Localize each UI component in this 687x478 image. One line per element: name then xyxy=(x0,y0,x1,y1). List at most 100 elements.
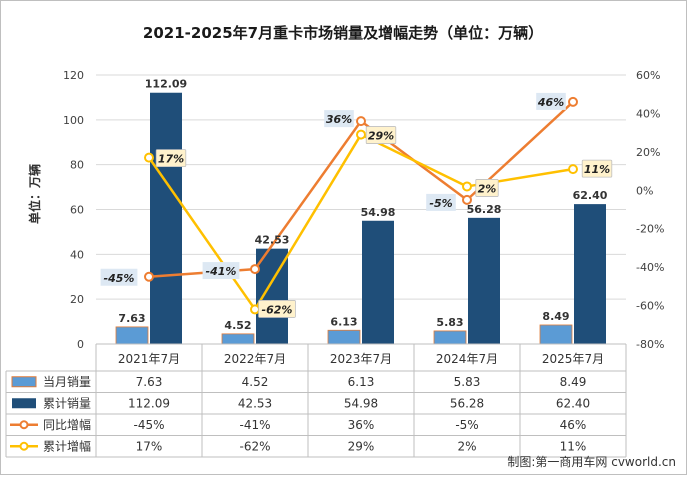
line-data-label: -5% xyxy=(429,197,452,210)
y2-tick-label: -40% xyxy=(636,261,664,274)
bar-cumulative-sales xyxy=(362,220,394,344)
data-label-box xyxy=(365,126,397,144)
line-point xyxy=(568,164,578,175)
y2-tick-label: -20% xyxy=(636,223,664,236)
table-cell: 5.83 xyxy=(454,375,481,389)
legend-swatch xyxy=(11,376,37,388)
bar-label-monthly: 5.83 xyxy=(436,316,463,329)
bar-monthly-sales xyxy=(115,326,149,345)
data-label-box xyxy=(426,193,456,211)
line-data-label: 17% xyxy=(158,153,184,166)
bar-cumulative-sales xyxy=(468,217,500,344)
line-data-label: 2% xyxy=(478,182,497,195)
y2-tick-label: -60% xyxy=(636,300,664,313)
table-cell: 7.63 xyxy=(136,375,163,389)
chart-title: 2021-2025年7月重卡市场销量及增幅走势（单位：万辆） xyxy=(143,24,543,42)
bar-cumulative-sales xyxy=(574,204,606,344)
table-cell: 17% xyxy=(136,439,163,453)
data-label-box xyxy=(258,300,296,318)
y-tick-label: 0 xyxy=(77,338,84,351)
line-data-label: -41% xyxy=(206,265,237,278)
x-tick-label: 2025年7月 xyxy=(542,352,604,366)
table-cell: 29% xyxy=(348,439,375,453)
bar-label-cumulative: 62.40 xyxy=(573,189,608,202)
line-data-label: 36% xyxy=(326,113,352,126)
y2-tick-label: 60% xyxy=(636,69,660,82)
table-cell: 46% xyxy=(560,418,587,432)
bar-cumulative-sales xyxy=(150,92,182,344)
table-cell: 54.98 xyxy=(344,396,378,410)
bar-monthly-sales xyxy=(433,330,467,345)
data-label-box xyxy=(155,149,187,168)
bar-label-monthly: 4.52 xyxy=(224,319,251,332)
y-tick-label: 100 xyxy=(63,114,84,127)
y2-tick-label: -80% xyxy=(636,338,664,351)
line-point xyxy=(250,304,260,315)
line-point xyxy=(462,194,472,205)
bar-label-cumulative: 54.98 xyxy=(361,206,396,219)
data-label-box xyxy=(324,110,354,128)
table-cell: -5% xyxy=(455,418,478,432)
x-tick-label: 2021年7月 xyxy=(118,352,180,366)
bar-label-monthly: 6.13 xyxy=(330,315,357,328)
table-cell: 2% xyxy=(457,439,476,453)
y2-tick-label: 20% xyxy=(636,146,660,159)
y-tick-label: 20 xyxy=(70,293,84,306)
table-cell: 8.49 xyxy=(560,375,587,389)
line-data-label: 11% xyxy=(584,163,610,176)
table-cell: 36% xyxy=(348,418,375,432)
bar-monthly-sales xyxy=(539,324,573,345)
table-cell: 56.28 xyxy=(450,396,484,410)
legend-marker xyxy=(19,441,29,451)
data-label-box xyxy=(475,179,499,197)
x-tick-label: 2023年7月 xyxy=(330,352,392,366)
table-cell: 112.09 xyxy=(128,396,170,410)
y-tick-label: 60 xyxy=(70,204,84,217)
data-label-box xyxy=(536,92,566,110)
line-data-label: 46% xyxy=(537,96,564,109)
legend-entry: 同比增幅 xyxy=(43,417,91,432)
line-data-label: -45% xyxy=(104,272,135,285)
bar-label-monthly: 7.63 xyxy=(118,312,145,325)
y2-tick-label: 0% xyxy=(636,184,653,197)
table-cell: -41% xyxy=(239,418,270,432)
line-point xyxy=(144,271,154,282)
line-point xyxy=(356,129,366,140)
watermark: 制图:第一商用车网 cvworld.cn xyxy=(507,455,676,469)
line-data-label: 29% xyxy=(368,130,394,143)
y-axis-label: 单位：万辆 xyxy=(27,164,42,224)
bar-label-cumulative: 112.09 xyxy=(145,78,187,91)
x-tick-label: 2022年7月 xyxy=(224,352,286,366)
data-label-box xyxy=(581,159,613,178)
legend-marker xyxy=(19,420,29,430)
x-tick-label: 2024年7月 xyxy=(436,352,498,366)
y2-tick-label: 40% xyxy=(636,107,660,120)
table-cell: 62.40 xyxy=(556,396,590,410)
line-point xyxy=(568,96,578,107)
legend-entry: 累计销量 xyxy=(43,396,91,410)
line-point xyxy=(250,264,260,275)
bar-label-cumulative: 42.53 xyxy=(255,234,290,247)
bar-monthly-sales xyxy=(221,333,255,345)
table-cell: 11% xyxy=(560,439,587,453)
line-point xyxy=(144,152,154,163)
line-point xyxy=(356,116,366,127)
y-tick-label: 80 xyxy=(70,159,84,172)
bar-label-cumulative: 56.28 xyxy=(467,203,502,216)
line-data-label: -62% xyxy=(262,303,293,316)
bar-label-monthly: 8.49 xyxy=(542,310,569,323)
table-cell: 4.52 xyxy=(242,375,269,389)
line-point xyxy=(462,181,472,192)
y-tick-label: 40 xyxy=(70,248,84,261)
data-label-box xyxy=(202,262,240,280)
table-cell: -45% xyxy=(133,418,164,432)
table-cell: 6.13 xyxy=(348,375,375,389)
legend-entry: 累计增幅 xyxy=(43,438,91,453)
legend-swatch xyxy=(12,398,36,409)
data-label-box xyxy=(100,268,138,286)
bar-monthly-sales xyxy=(327,329,361,345)
table-cell: 42.53 xyxy=(238,396,272,410)
table-cell: -62% xyxy=(239,439,270,453)
